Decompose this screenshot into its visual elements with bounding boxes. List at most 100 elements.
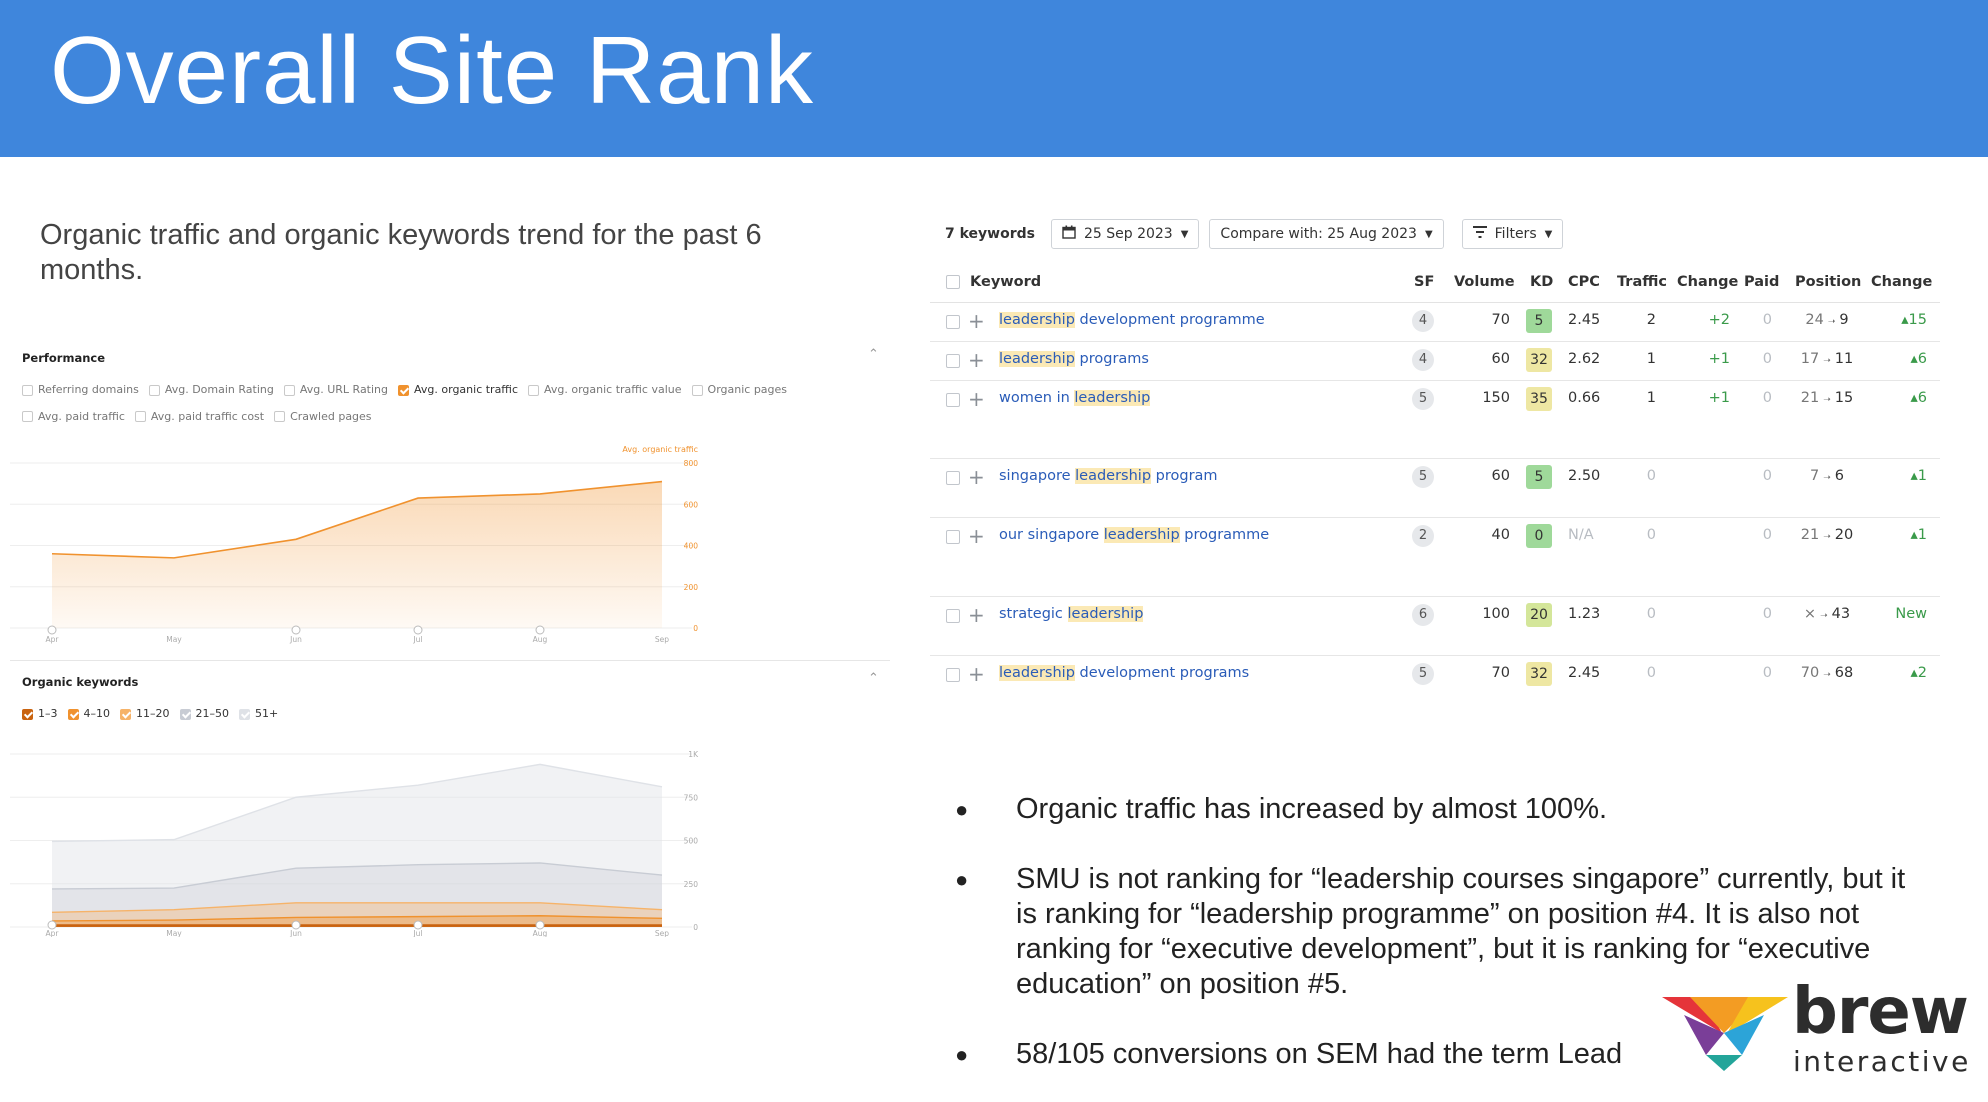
date-picker-button[interactable]: 25 Sep 2023 ▼ <box>1050 219 1200 249</box>
collapse-performance-icon[interactable]: ⌃ <box>868 347 879 362</box>
metric-option[interactable]: Avg. URL Rating <box>283 378 388 402</box>
row-checkbox[interactable] <box>946 354 960 368</box>
metric-checkbox[interactable] <box>148 384 160 396</box>
serp-features-badge[interactable]: 5 <box>1412 663 1434 685</box>
annotation-marker-icon[interactable] <box>47 920 57 930</box>
kd-badge: 32 <box>1526 348 1552 372</box>
metric-option[interactable]: Avg. paid traffic <box>22 405 125 429</box>
row-checkbox[interactable] <box>946 530 960 544</box>
keyword-link[interactable]: leadership programs <box>999 351 1149 367</box>
row-checkbox[interactable] <box>946 471 960 485</box>
keyword-link[interactable]: strategic leadership <box>999 606 1144 622</box>
metric-checkbox[interactable] <box>22 384 33 396</box>
range-option[interactable]: 11–20 <box>120 702 170 726</box>
table-row[interactable]: + singapore leadership program 5 60 5 2.50 0 0 7… <box>930 459 1940 518</box>
annotation-marker-icon[interactable] <box>47 625 57 635</box>
header-paid[interactable]: Paid <box>1744 274 1780 290</box>
metric-checkbox[interactable] <box>283 384 295 396</box>
range-option[interactable]: 1–3 <box>22 702 58 726</box>
metric-option[interactable]: Referring domains <box>22 378 139 402</box>
serp-features-badge[interactable]: 2 <box>1412 525 1434 547</box>
filters-label: Filters <box>1494 226 1537 242</box>
metric-option[interactable]: Organic pages <box>691 378 787 402</box>
paid-value: 0 <box>1762 665 1772 681</box>
add-keyword-plus-icon[interactable]: + <box>968 662 985 686</box>
annotation-marker-icon[interactable] <box>413 920 423 930</box>
metric-option[interactable]: Avg. paid traffic cost <box>134 405 264 429</box>
position-from: 24 <box>1805 312 1824 328</box>
compare-label: Compare with: 25 Aug 2023 <box>1220 226 1417 242</box>
header-volume[interactable]: Volume <box>1454 274 1515 290</box>
range-checkbox[interactable] <box>120 708 131 720</box>
table-row[interactable]: + women in leadership 5 150 35 0.66 1 +1 0 21 ➝ 15 ▴… <box>930 381 1940 459</box>
metric-checkbox[interactable] <box>274 411 286 422</box>
row-checkbox[interactable] <box>946 609 960 623</box>
range-checkbox[interactable] <box>179 708 191 720</box>
keyword-text-after: program <box>1151 468 1218 484</box>
header-cpc[interactable]: CPC <box>1568 274 1600 290</box>
metric-checkbox[interactable] <box>22 411 33 422</box>
annotation-marker-icon[interactable] <box>535 625 545 635</box>
range-checkbox[interactable] <box>239 708 250 720</box>
table-row[interactable]: + our singapore leadership programme 2 40 0 N… <box>930 518 1940 597</box>
table-row[interactable]: + strategic leadership 6 100 20 1.23 0 0 × ➝ 43 New <box>930 597 1940 656</box>
annotation-marker-icon[interactable] <box>291 625 301 635</box>
add-keyword-plus-icon[interactable]: + <box>968 465 985 489</box>
header-position[interactable]: Position <box>1795 274 1862 290</box>
annotation-marker-icon[interactable] <box>291 920 301 930</box>
metric-option[interactable]: Crawled pages <box>274 405 372 429</box>
add-keyword-plus-icon[interactable]: + <box>968 348 985 372</box>
metric-checkbox[interactable] <box>134 411 146 422</box>
annotation-marker-icon[interactable] <box>535 920 545 930</box>
select-all-checkbox[interactable] <box>946 275 960 289</box>
row-checkbox[interactable] <box>946 315 960 329</box>
add-keyword-plus-icon[interactable]: + <box>968 309 985 333</box>
keywords-area <box>52 915 662 927</box>
serp-features-badge[interactable]: 6 <box>1412 604 1434 626</box>
header-traffic[interactable]: Traffic <box>1617 274 1667 290</box>
table-row[interactable]: + leadership development programs 5 70 32 2.4… <box>930 656 1940 713</box>
metric-option[interactable]: Avg. organic traffic <box>398 378 518 402</box>
table-row[interactable]: + leadership programs 4 60 32 2.62 1 +1 0 17 ➝ 11 ▴6 <box>930 342 1940 381</box>
keyword-text-before: women in <box>999 390 1075 406</box>
keyword-text-before: strategic <box>999 606 1068 622</box>
x-tick-label: Jun <box>289 635 302 644</box>
metric-checkbox[interactable] <box>528 384 539 396</box>
range-option[interactable]: 51+ <box>239 702 278 726</box>
header-sf[interactable]: SF <box>1414 274 1435 290</box>
range-option[interactable]: 21–50 <box>179 702 229 726</box>
annotation-marker-icon[interactable] <box>413 625 423 635</box>
metric-checkbox[interactable] <box>691 384 703 396</box>
metric-option[interactable]: Avg. organic traffic value <box>528 378 682 402</box>
add-keyword-plus-icon[interactable]: + <box>968 603 985 627</box>
add-keyword-plus-icon[interactable]: + <box>968 524 985 548</box>
serp-features-badge[interactable]: 5 <box>1412 466 1434 488</box>
keyword-link[interactable]: leadership development programme <box>999 312 1265 328</box>
serp-features-badge[interactable]: 4 <box>1412 349 1434 371</box>
range-checkbox[interactable] <box>67 708 79 720</box>
row-checkbox[interactable] <box>946 668 960 682</box>
header-traffic-change[interactable]: Change <box>1677 274 1739 290</box>
serp-features-badge[interactable]: 4 <box>1412 310 1434 332</box>
x-tick-label: Jul <box>412 929 422 937</box>
row-checkbox[interactable] <box>946 393 960 407</box>
range-checkbox[interactable] <box>22 708 33 720</box>
keyword-link[interactable]: leadership development programs <box>999 665 1249 681</box>
compare-with-button[interactable]: Compare with: 25 Aug 2023 ▼ <box>1209 219 1444 249</box>
add-keyword-plus-icon[interactable]: + <box>968 387 985 411</box>
metric-option[interactable]: Avg. Domain Rating <box>148 378 274 402</box>
collapse-organic-keywords-icon[interactable]: ⌃ <box>868 671 879 686</box>
keyword-link[interactable]: singapore leadership program <box>999 468 1218 484</box>
keyword-link[interactable]: women in leadership <box>999 390 1151 406</box>
position-change-value: ▴6 <box>1910 390 1927 406</box>
filters-button[interactable]: Filters ▼ <box>1461 219 1564 249</box>
keyword-link[interactable]: our singapore leadership programme <box>999 527 1269 543</box>
position-from: 70 <box>1800 665 1820 681</box>
header-kd[interactable]: KD <box>1530 274 1554 290</box>
header-position-change[interactable]: Change <box>1871 274 1933 290</box>
serp-features-badge[interactable]: 5 <box>1412 388 1434 410</box>
table-row[interactable]: + leadership development programme 4 70 5 2.4… <box>930 303 1940 342</box>
metric-checkbox[interactable] <box>398 384 410 396</box>
header-keyword[interactable]: Keyword <box>970 274 1042 290</box>
range-option[interactable]: 4–10 <box>67 702 110 726</box>
